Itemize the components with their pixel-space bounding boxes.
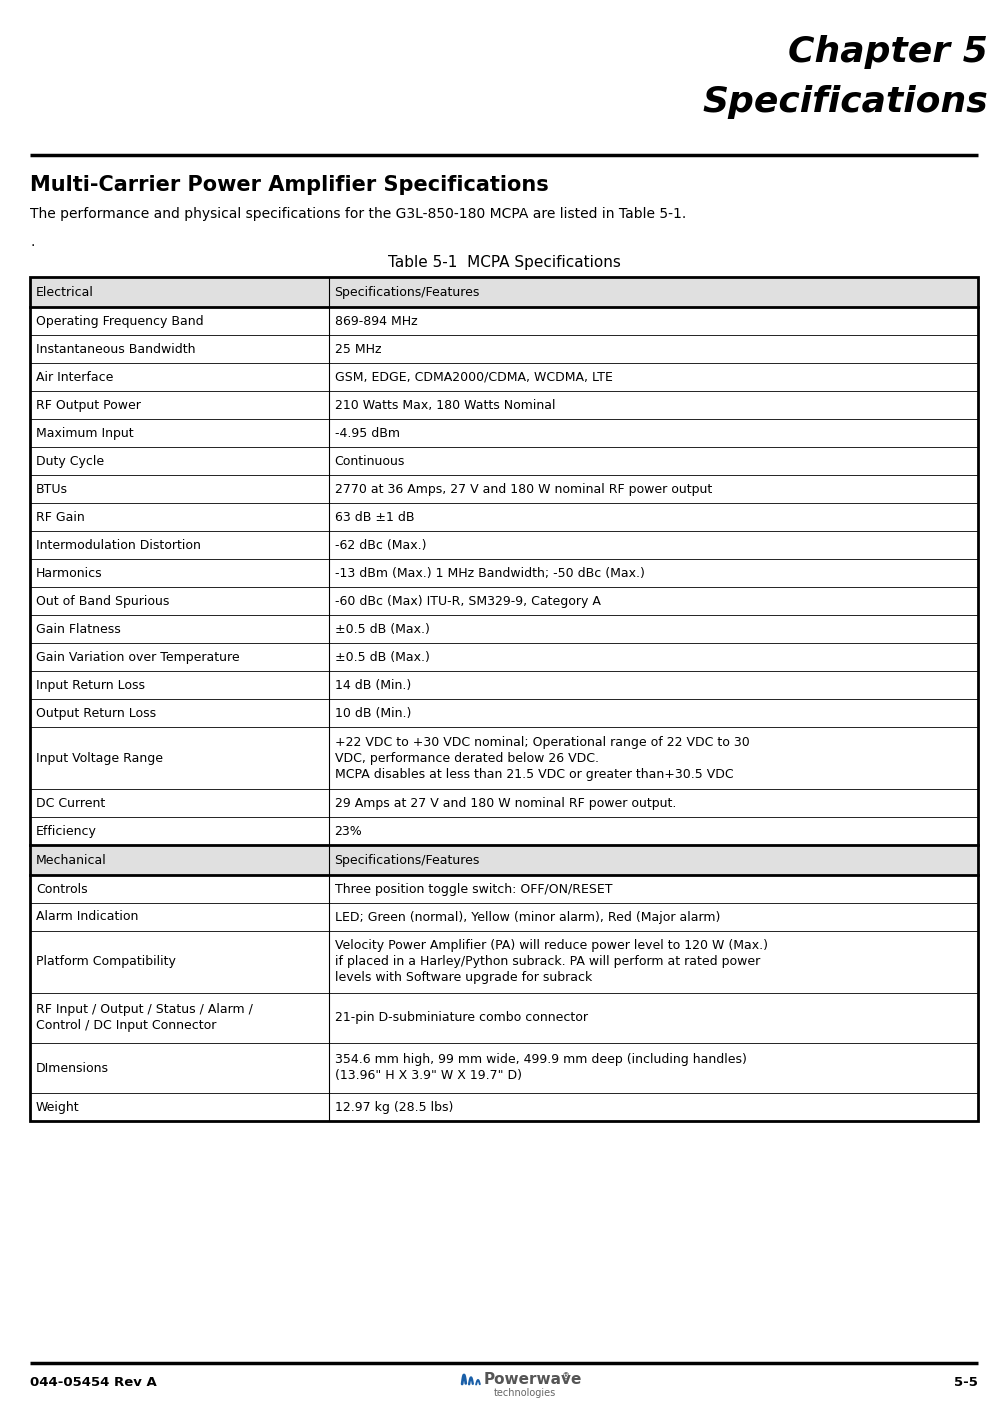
Bar [30,993,978,1043]
Bar [30,306,978,335]
Text: .: . [30,235,34,249]
Text: 5-5: 5-5 [955,1377,978,1389]
Text: Continuous: Continuous [335,455,405,467]
Text: Input Voltage Range: Input Voltage Range [36,751,163,764]
Text: Operating Frequency Band: Operating Frequency Band [36,315,204,328]
Bar [30,903,978,931]
Bar [30,276,978,306]
Text: DImensions: DImensions [36,1062,109,1074]
Text: 210 Watts Max, 180 Watts Nominal: 210 Watts Max, 180 Watts Nominal [335,399,555,412]
Text: 12.97 kg (28.5 lbs): 12.97 kg (28.5 lbs) [335,1100,453,1113]
Text: Powerwave: Powerwave [484,1372,583,1388]
Text: Electrical: Electrical [36,285,94,298]
Bar [30,335,978,363]
Text: 354.6 mm high, 99 mm wide, 499.9 mm deep (including handles)
(13.96" H X 3.9" W : 354.6 mm high, 99 mm wide, 499.9 mm deep… [335,1053,747,1083]
Text: Mechanical: Mechanical [36,854,107,866]
Bar [30,532,978,559]
Text: 869-894 MHz: 869-894 MHz [335,315,417,328]
Text: Controls: Controls [36,882,88,895]
Bar [30,643,978,671]
Text: LED; Green (normal), Yellow (minor alarm), Red (Major alarm): LED; Green (normal), Yellow (minor alarm… [335,911,720,923]
Text: Harmonics: Harmonics [36,567,103,580]
Bar [30,276,978,1121]
Text: -60 dBc (Max) ITU-R, SM329-9, Category A: -60 dBc (Max) ITU-R, SM329-9, Category A [335,594,601,607]
Text: 23%: 23% [335,825,362,838]
Text: 10 dB (Min.): 10 dB (Min.) [335,707,411,720]
Bar [30,845,978,875]
Text: 29 Amps at 27 V and 180 W nominal RF power output.: 29 Amps at 27 V and 180 W nominal RF pow… [335,797,676,809]
Text: technologies: technologies [494,1388,556,1398]
Text: Weight: Weight [36,1100,80,1113]
Text: Alarm Indication: Alarm Indication [36,911,138,923]
Text: Duty Cycle: Duty Cycle [36,455,104,467]
Text: 044-05454 Rev A: 044-05454 Rev A [30,1377,157,1389]
Bar [30,700,978,727]
Text: Multi-Carrier Power Amplifier Specifications: Multi-Carrier Power Amplifier Specificat… [30,175,548,195]
Text: 63 dB ±1 dB: 63 dB ±1 dB [335,510,414,523]
Text: Input Return Loss: Input Return Loss [36,678,145,691]
Text: +22 VDC to +30 VDC nominal; Operational range of 22 VDC to 30
VDC, performance d: +22 VDC to +30 VDC nominal; Operational … [335,735,749,781]
Bar [30,419,978,447]
Text: Air Interface: Air Interface [36,370,113,383]
Bar [30,931,978,993]
Text: Output Return Loss: Output Return Loss [36,707,156,720]
Text: Intermodulation Distortion: Intermodulation Distortion [36,539,201,551]
Bar [30,1043,978,1093]
Bar [30,671,978,700]
Bar [30,587,978,616]
Bar [30,503,978,532]
Text: RF Input / Output / Status / Alarm /
Control / DC Input Connector: RF Input / Output / Status / Alarm / Con… [36,1003,253,1033]
Text: ®: ® [562,1372,571,1381]
Bar [30,875,978,903]
Text: The performance and physical specifications for the G3L-850-180 MCPA are listed : The performance and physical specificati… [30,207,686,221]
Bar [30,390,978,419]
Text: Efficiency: Efficiency [36,825,97,838]
Bar [30,363,978,390]
Text: -4.95 dBm: -4.95 dBm [335,426,399,439]
Text: 25 MHz: 25 MHz [335,342,381,355]
Text: ±0.5 dB (Max.): ±0.5 dB (Max.) [335,650,429,664]
Text: Gain Flatness: Gain Flatness [36,623,121,636]
Text: Three position toggle switch: OFF/ON/RESET: Three position toggle switch: OFF/ON/RES… [335,882,612,895]
Text: RF Output Power: RF Output Power [36,399,141,412]
Text: Specifications/Features: Specifications/Features [335,285,480,298]
Text: Specifications: Specifications [703,86,988,120]
Text: BTUs: BTUs [36,483,68,496]
Text: Platform Compatibility: Platform Compatibility [36,956,175,969]
Text: Maximum Input: Maximum Input [36,426,134,439]
Text: -13 dBm (Max.) 1 MHz Bandwidth; -50 dBc (Max.): -13 dBm (Max.) 1 MHz Bandwidth; -50 dBc … [335,567,644,580]
Text: Gain Variation over Temperature: Gain Variation over Temperature [36,650,240,664]
Text: Chapter 5: Chapter 5 [788,36,988,68]
Text: Specifications/Features: Specifications/Features [335,854,480,866]
Text: RF Gain: RF Gain [36,510,85,523]
Text: 2770 at 36 Amps, 27 V and 180 W nominal RF power output: 2770 at 36 Amps, 27 V and 180 W nominal … [335,483,712,496]
Bar [30,1093,978,1121]
Text: Instantaneous Bandwidth: Instantaneous Bandwidth [36,342,196,355]
Bar [30,559,978,587]
Bar [30,616,978,643]
Text: 14 dB (Min.): 14 dB (Min.) [335,678,411,691]
Bar [30,475,978,503]
Text: Table 5-1  MCPA Specifications: Table 5-1 MCPA Specifications [387,255,621,269]
Text: Velocity Power Amplifier (PA) will reduce power level to 120 W (Max.)
if placed : Velocity Power Amplifier (PA) will reduc… [335,939,768,985]
Text: ±0.5 dB (Max.): ±0.5 dB (Max.) [335,623,429,636]
Text: GSM, EDGE, CDMA2000/CDMA, WCDMA, LTE: GSM, EDGE, CDMA2000/CDMA, WCDMA, LTE [335,370,613,383]
Bar [30,789,978,817]
Text: DC Current: DC Current [36,797,105,809]
Text: 21-pin D-subminiature combo connector: 21-pin D-subminiature combo connector [335,1012,588,1025]
Text: -62 dBc (Max.): -62 dBc (Max.) [335,539,426,551]
Bar [30,727,978,789]
Text: Out of Band Spurious: Out of Band Spurious [36,594,169,607]
Bar [30,817,978,845]
Bar [30,447,978,475]
